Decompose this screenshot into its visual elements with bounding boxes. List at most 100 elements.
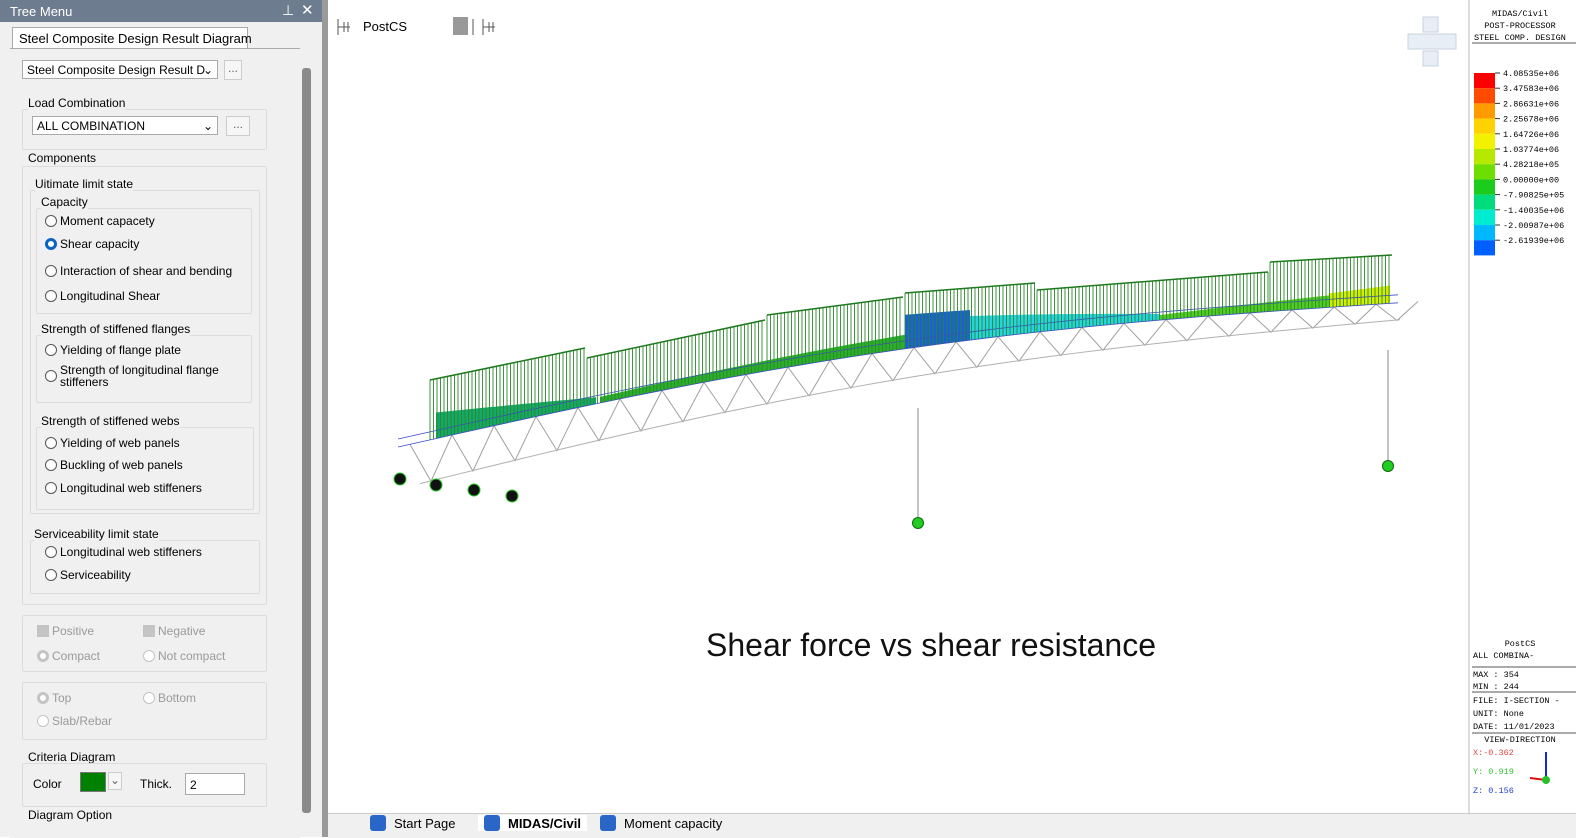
select-text: ALL COMBINATION xyxy=(37,119,145,133)
toolbar xyxy=(338,17,495,35)
pin-button[interactable]: ⊥ xyxy=(282,2,294,19)
truss xyxy=(1376,301,1418,320)
stage-dropdown[interactable] xyxy=(453,17,468,35)
document-tab[interactable]: Start Page xyxy=(370,815,455,831)
checkbox[interactable]: Positive xyxy=(37,624,94,638)
truss xyxy=(1124,320,1166,346)
stage-icon[interactable] xyxy=(338,19,350,35)
option-label: Negative xyxy=(158,624,205,638)
radio-button xyxy=(45,482,57,494)
option-label: Longitudinal Shear xyxy=(60,289,160,303)
arrow: ⌄ xyxy=(203,61,213,80)
document-tab[interactable]: Moment capacity xyxy=(600,815,722,831)
info-line: MIN : 244 xyxy=(1473,682,1519,692)
tab-label: Moment capacity xyxy=(624,816,722,831)
tab-icon xyxy=(600,815,616,831)
bearing-node xyxy=(430,479,442,491)
info-line: MAX : 354 xyxy=(1473,670,1519,680)
radio-option[interactable]: Top xyxy=(37,691,71,705)
legend-swatch xyxy=(1474,88,1495,103)
option-label: Yielding of flange plate xyxy=(60,343,181,357)
diagram-outline xyxy=(1270,255,1392,262)
info-line: ALL COMBINA- xyxy=(1473,651,1534,661)
document-tab[interactable]: MIDAS/Civil xyxy=(478,815,587,831)
thick-label: Thick. xyxy=(140,777,172,791)
info-line: Z: 0.156 xyxy=(1473,786,1514,796)
radio-option[interactable]: Yielding of flange plate xyxy=(45,343,181,357)
info-line: UNIT: None xyxy=(1473,709,1524,719)
radio-button xyxy=(45,215,57,227)
combination-select[interactable]: ALL COMBINATION⌄ xyxy=(32,116,218,135)
radio-option[interactable]: Longitudinal web stiffeners xyxy=(45,481,202,495)
diagram-outline xyxy=(905,283,1035,293)
option-label: Not compact xyxy=(158,649,225,663)
radio-option[interactable]: Shear capacity xyxy=(45,237,139,251)
checkbox[interactable]: Negative xyxy=(143,624,205,638)
browse-button[interactable]: ... xyxy=(226,116,250,136)
legend-label: -7.90825e+05 xyxy=(1503,191,1564,201)
group-label: Load Combination xyxy=(28,96,125,110)
radio-option[interactable]: Longitudinal web stiffeners xyxy=(45,545,202,559)
color-dropdown[interactable]: ⌄ xyxy=(108,772,122,790)
option-label: Interaction of shear and bending xyxy=(60,264,232,278)
tab-label: MIDAS/Civil xyxy=(508,816,581,831)
diagram-outline xyxy=(587,320,765,358)
legend-swatch xyxy=(1474,164,1495,179)
thick-input[interactable]: 2 xyxy=(185,773,245,795)
radio-option[interactable]: Compact xyxy=(37,649,100,663)
truss xyxy=(1166,316,1208,341)
legend-label: 0.00000e+00 xyxy=(1503,175,1559,185)
option-label: Bottom xyxy=(158,691,196,705)
scrollbar[interactable] xyxy=(302,68,311,813)
radio-button xyxy=(37,715,49,727)
radio-button xyxy=(45,546,57,558)
legend-label: 1.03774e+06 xyxy=(1503,145,1559,155)
close-button[interactable]: ✕ xyxy=(301,1,314,19)
radio-button xyxy=(45,459,57,471)
tab[interactable]: Steel Composite Design Result Diagram xyxy=(12,27,248,49)
option-label: Buckling of web panels xyxy=(60,458,183,472)
color-label: Color xyxy=(33,777,62,791)
radio-option[interactable]: Not compact xyxy=(143,649,225,663)
radio-option[interactable]: Bottom xyxy=(143,691,196,705)
radio-option[interactable]: Interaction of shear and bending xyxy=(45,264,232,278)
input-value: 2 xyxy=(190,778,197,792)
browse-button[interactable]: ... xyxy=(224,60,242,80)
radio-option[interactable]: Strength of longitudinal flange stiffene… xyxy=(45,364,220,388)
radio-button xyxy=(45,290,57,302)
group-label: Strength of stiffened flanges xyxy=(41,322,190,336)
option-label: Longitudinal web stiffeners xyxy=(60,545,202,559)
deck-line xyxy=(398,295,1398,439)
group-label: Diagram Option xyxy=(28,808,112,822)
info-line: FILE: I-SECTION - xyxy=(1473,696,1560,706)
truss xyxy=(1292,307,1334,328)
radio-option[interactable]: Longitudinal Shear xyxy=(45,289,160,303)
stage-icon[interactable] xyxy=(473,19,495,35)
tab-label: Start Page xyxy=(394,816,455,831)
radio-option[interactable]: Slab/Rebar xyxy=(37,714,112,728)
stage-label: PostCS xyxy=(363,19,407,34)
legend-swatch xyxy=(1474,240,1495,255)
legend-swatch xyxy=(1474,103,1495,118)
color-swatch[interactable] xyxy=(80,772,106,792)
legend-label: 2.25678e+06 xyxy=(1503,115,1559,125)
legend-label: 3.47583e+06 xyxy=(1503,84,1559,94)
legend-swatch xyxy=(1474,119,1495,134)
radio-option[interactable]: Moment capacety xyxy=(45,214,155,228)
caption: Shear force vs shear resistance xyxy=(706,627,1156,663)
result-select[interactable]: Steel Composite Design Result D⌄ xyxy=(22,60,218,79)
select-text: Steel Composite Design Result D xyxy=(27,63,205,77)
legend-swatch xyxy=(1474,195,1495,210)
model-view: PostCS Shear force vs shear resistance xyxy=(328,0,1468,813)
option-label: Slab/Rebar xyxy=(52,714,112,728)
truss xyxy=(1334,304,1376,324)
option-label: Shear capacity xyxy=(60,237,139,251)
legend-label: 4.28218e+05 xyxy=(1503,160,1559,170)
option-label: Strength of longitudinal flange stiffene… xyxy=(60,364,220,388)
radio-option[interactable]: Buckling of web panels xyxy=(45,458,183,472)
radio-option[interactable]: Yielding of web panels xyxy=(45,436,180,450)
radio-option[interactable]: Serviceability xyxy=(45,568,131,582)
truss xyxy=(1082,323,1124,350)
radio-button xyxy=(45,265,57,277)
view-cube[interactable] xyxy=(1408,17,1456,66)
